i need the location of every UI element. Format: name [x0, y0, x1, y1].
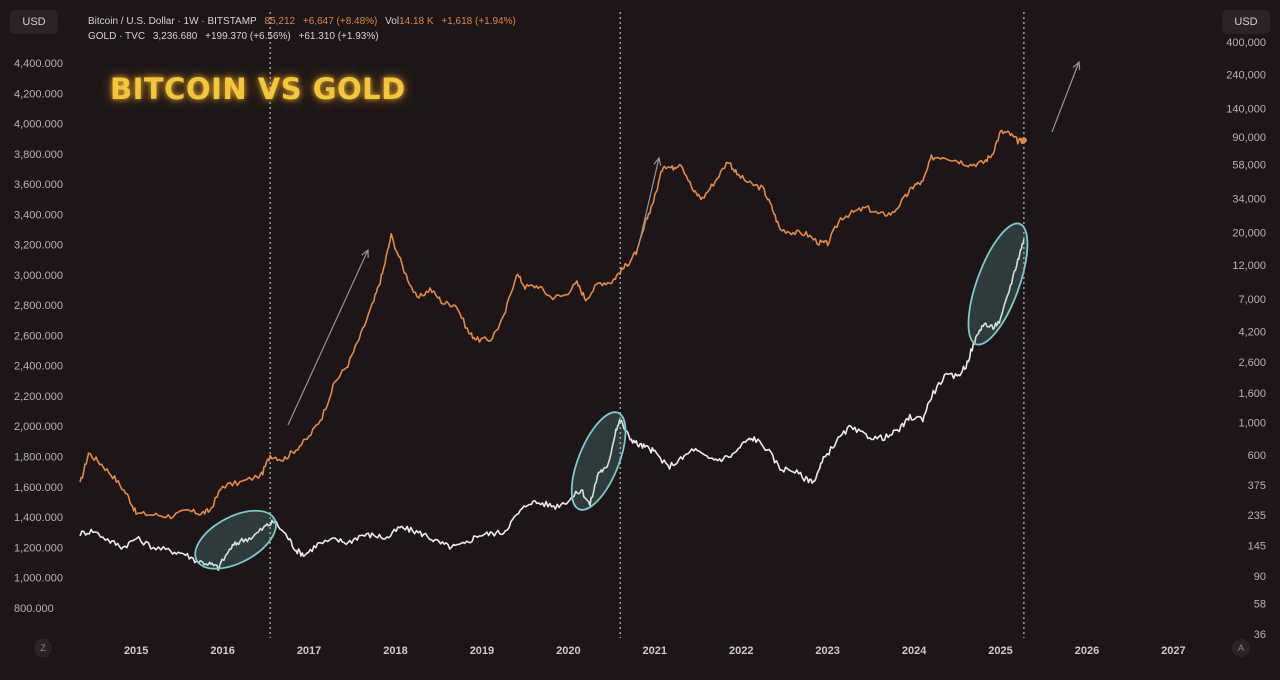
- left-tick-label: 2,400.000: [14, 361, 63, 373]
- left-tick-label: 800.000: [14, 603, 54, 615]
- x-tick-label: 2017: [297, 645, 321, 657]
- bitcoin-price-line: [79, 129, 1025, 520]
- left-tick-label: 2,600.000: [14, 330, 63, 342]
- vol-value: 14.18 K: [399, 16, 434, 27]
- x-tick-label: 2026: [1075, 645, 1099, 657]
- left-tick-label: 2,200.000: [14, 391, 63, 403]
- btc-price: 85,212: [264, 16, 296, 27]
- gold-legend[interactable]: GOLD · TVC 3,236.680 +199.370 (+6.56%) +…: [88, 31, 384, 42]
- right-tick-label: 36: [1254, 629, 1266, 641]
- trend-arrow: [1051, 61, 1080, 133]
- right-tick-label: 90,000: [1232, 132, 1266, 144]
- left-tick-label: 3,400.000: [14, 209, 63, 221]
- left-tick-label: 1,200.000: [14, 542, 63, 554]
- right-tick-label: 34,000: [1232, 194, 1266, 206]
- right-tick-label: 58,000: [1232, 160, 1266, 172]
- trend-arrow-head: [361, 248, 369, 259]
- right-tick-label: 145: [1248, 540, 1266, 552]
- gold-change-secondary: +61.310 (+1.93%): [298, 31, 379, 42]
- left-tick-label: 1,600.000: [14, 482, 63, 494]
- left-tick-label: 4,000.000: [14, 119, 63, 131]
- left-tick-label: 2,800.000: [14, 300, 63, 312]
- right-unit-button[interactable]: USD: [1222, 10, 1270, 34]
- right-tick-label: 400,000: [1226, 37, 1266, 49]
- right-tick-label: 58: [1254, 599, 1266, 611]
- trend-arrow: [287, 249, 369, 426]
- bitcoin-last-price-dot: [1020, 137, 1027, 144]
- right-axis: 400,000 240,000 140,000 90,000 58,000 34,000 2…: [1226, 37, 1266, 641]
- right-tick-label: 12,000: [1232, 260, 1266, 272]
- right-tick-label: 1,600: [1238, 388, 1266, 400]
- x-tick-label: 2020: [556, 645, 580, 657]
- btc-legend[interactable]: Bitcoin / U.S. Dollar · 1W · BITSTAMP 85…: [88, 16, 521, 27]
- chart-title: BITCOIN VS GOLD: [110, 72, 406, 106]
- right-tick-label: 1,000: [1238, 418, 1266, 430]
- left-tick-label: 3,200.000: [14, 240, 63, 252]
- left-axis: 4,400.000 4,200.000 4,000.000 3,800.000 3,60…: [14, 58, 63, 615]
- left-tick-label: 1,400.000: [14, 512, 63, 524]
- right-tick-label: 240,000: [1226, 69, 1266, 81]
- x-tick-label: 2018: [383, 645, 407, 657]
- right-tick-label: 375: [1248, 480, 1266, 492]
- vol-change: +1,618 (+1.94%): [441, 16, 516, 27]
- right-tick-label: 4,200: [1238, 327, 1266, 339]
- trend-arrow-head: [653, 156, 662, 166]
- left-tick-label: 3,600.000: [14, 179, 63, 191]
- left-tick-label: 4,400.000: [14, 58, 63, 70]
- right-tick-label: 20,000: [1232, 227, 1266, 239]
- x-tick-label: 2025: [988, 645, 1012, 657]
- breakout-highlight-ellipse: [194, 509, 277, 570]
- trend-arrow: [638, 157, 660, 245]
- left-tick-label: 4,200.000: [14, 88, 63, 100]
- x-tick-label: 2021: [643, 645, 667, 657]
- x-tick-label: 2027: [1161, 645, 1185, 657]
- breakout-highlight-ellipse: [570, 411, 627, 511]
- right-tick-label: 7,000: [1238, 294, 1266, 306]
- trend-arrow-head: [1072, 60, 1081, 71]
- x-tick-label: 2019: [470, 645, 494, 657]
- x-axis: 2015 2016 2017 2018 2019 2020 2021 2022 2023 2024…: [124, 645, 1186, 657]
- right-tick-label: 235: [1248, 510, 1266, 522]
- breakout-highlight-ellipse: [967, 222, 1029, 346]
- left-tick-label: 1,800.000: [14, 451, 63, 463]
- left-tick-label: 3,800.000: [14, 149, 63, 161]
- gold-price: 3,236.680: [152, 31, 198, 42]
- x-tick-label: 2024: [902, 645, 927, 657]
- gold-change: +199.370 (+6.56%): [205, 31, 291, 42]
- right-tick-label: 90: [1254, 571, 1266, 583]
- left-unit-button[interactable]: USD: [10, 10, 58, 34]
- x-tick-label: 2023: [815, 645, 839, 657]
- gold-price-line: [79, 239, 1025, 571]
- zoom-reset-icon[interactable]: Z: [34, 639, 52, 657]
- left-tick-label: 1,000.000: [14, 573, 63, 585]
- left-tick-label: 2,000.000: [14, 421, 63, 433]
- btc-symbol: Bitcoin / U.S. Dollar · 1W · BITSTAMP: [88, 16, 257, 27]
- right-tick-label: 140,000: [1226, 104, 1266, 116]
- x-tick-label: 2022: [729, 645, 753, 657]
- gold-symbol: GOLD · TVC: [88, 31, 146, 42]
- x-tick-label: 2016: [210, 645, 234, 657]
- auto-scale-icon[interactable]: A: [1232, 639, 1250, 657]
- right-tick-label: 600: [1248, 450, 1266, 462]
- btc-change: +6,647 (+8.48%): [302, 16, 378, 27]
- right-tick-label: 2,600: [1238, 357, 1266, 369]
- left-tick-label: 3,000.000: [14, 270, 63, 282]
- x-tick-label: 2015: [124, 645, 148, 657]
- vol-label: Vol: [385, 16, 400, 27]
